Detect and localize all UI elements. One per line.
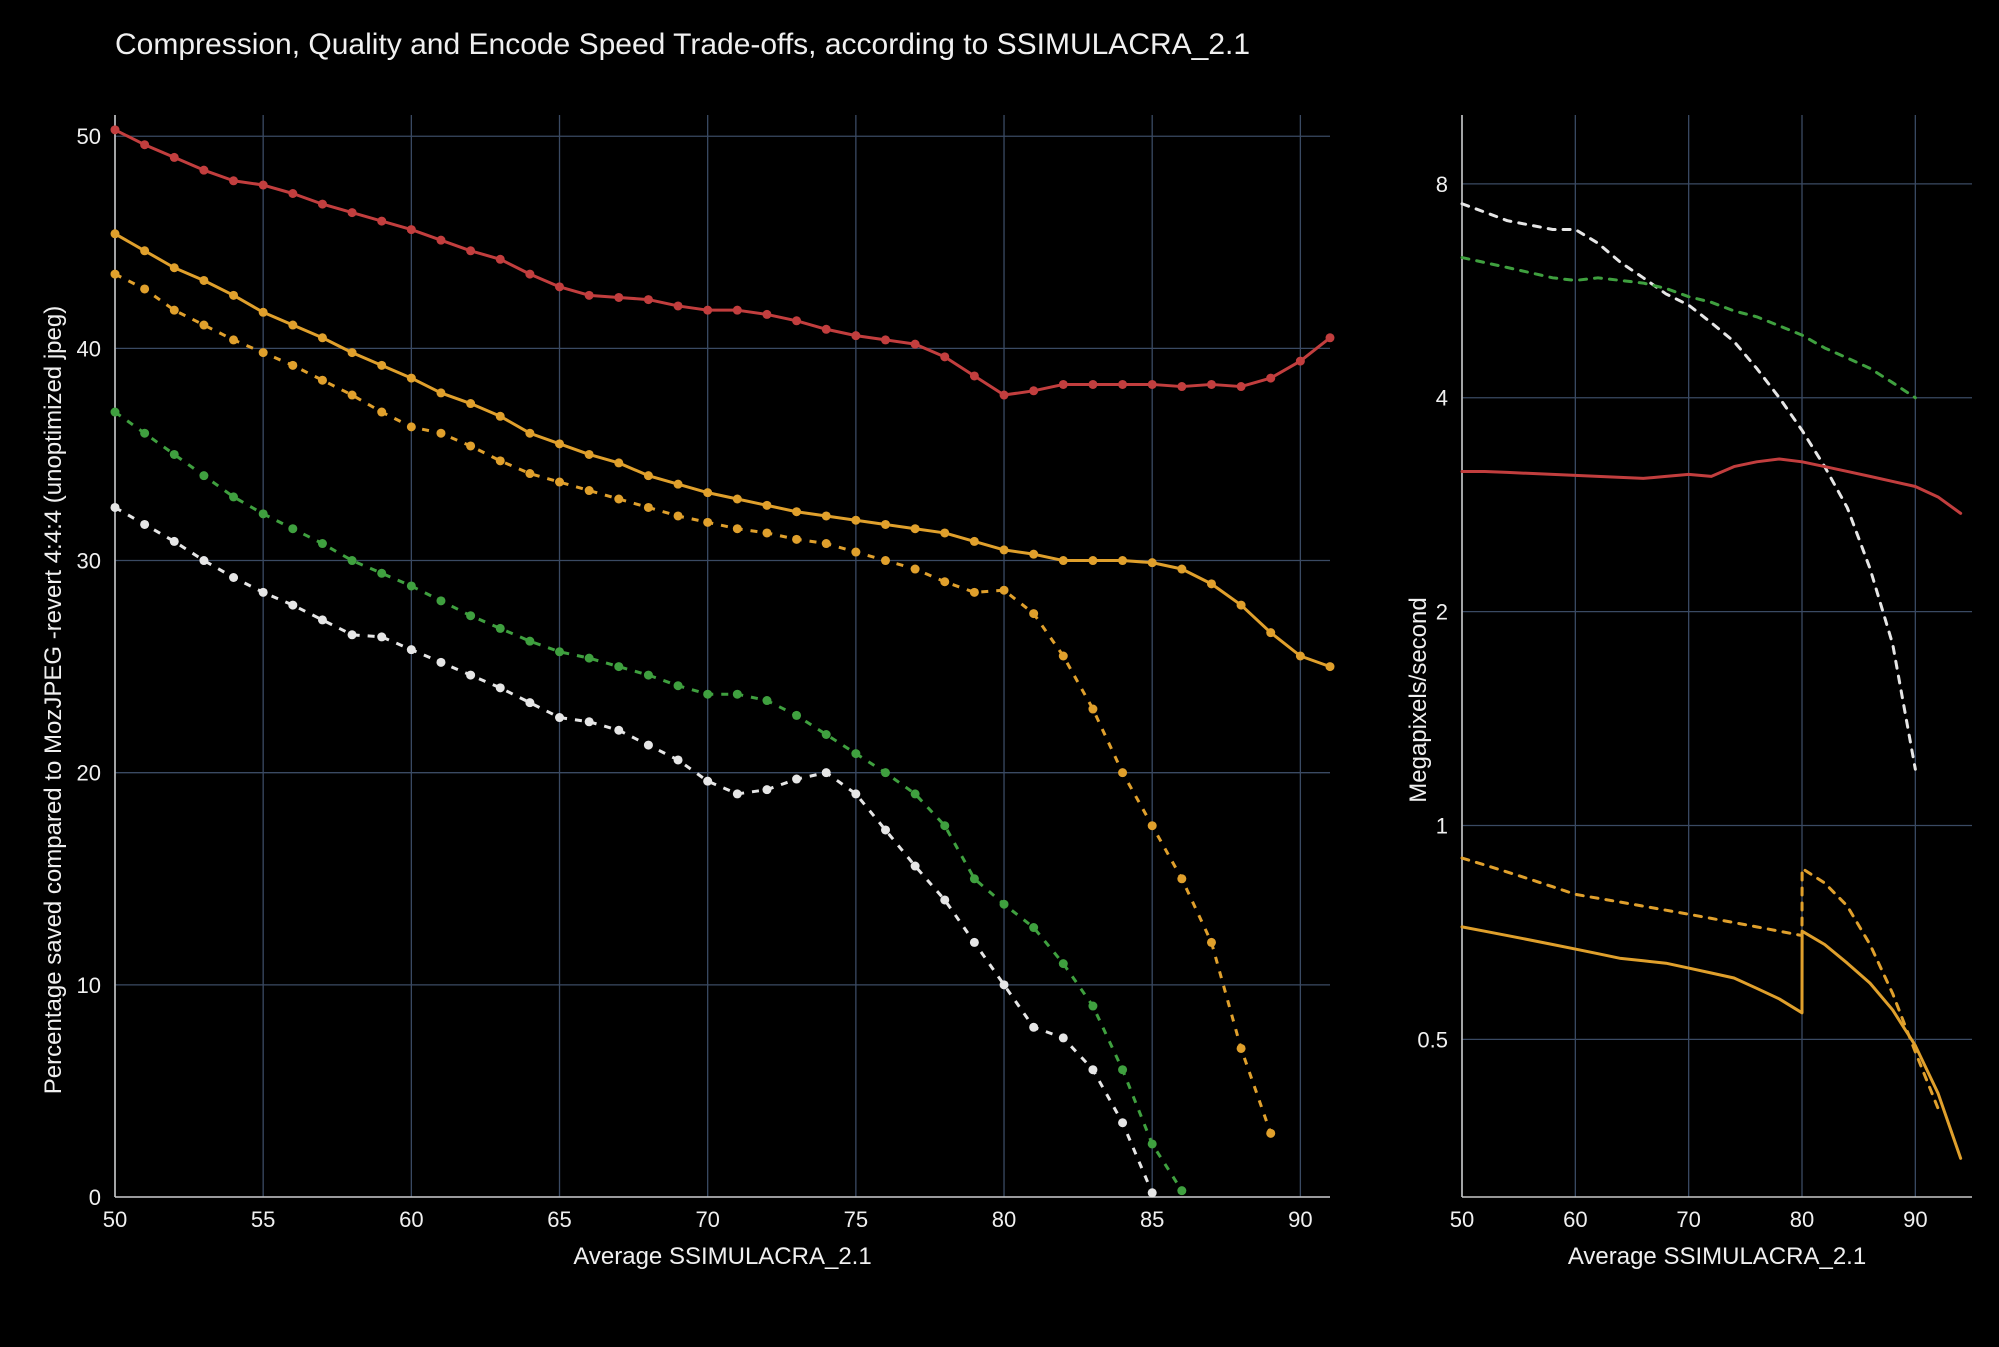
svg-text:0: 0 xyxy=(89,1185,101,1210)
svg-text:55: 55 xyxy=(251,1207,275,1232)
chart-title: Compression, Quality and Encode Speed Tr… xyxy=(115,28,1250,62)
svg-text:85: 85 xyxy=(1140,1207,1164,1232)
svg-text:75: 75 xyxy=(844,1207,868,1232)
svg-text:50: 50 xyxy=(77,124,101,149)
svg-text:2: 2 xyxy=(1436,600,1448,625)
right-chart: 50 60 70 80 90 0.5 1 2 4 8 xyxy=(1402,95,1999,1297)
svg-text:60: 60 xyxy=(399,1207,423,1232)
left-xlabel: Average SSIMULACRA_2.1 xyxy=(115,1243,1330,1271)
svg-text:90: 90 xyxy=(1903,1207,1927,1232)
svg-text:20: 20 xyxy=(77,761,101,786)
svg-text:80: 80 xyxy=(1790,1207,1814,1232)
svg-text:70: 70 xyxy=(1676,1207,1700,1232)
svg-text:90: 90 xyxy=(1288,1207,1312,1232)
svg-text:80: 80 xyxy=(992,1207,1016,1232)
svg-text:60: 60 xyxy=(1563,1207,1587,1232)
svg-text:4: 4 xyxy=(1436,386,1448,411)
svg-text:0.5: 0.5 xyxy=(1417,1027,1448,1052)
left-chart: 50 55 60 65 70 75 80 85 90 0 10 20 30 40 50 xyxy=(55,95,1390,1297)
svg-text:1: 1 xyxy=(1436,813,1448,838)
right-xlabel: Average SSIMULACRA_2.1 xyxy=(1462,1243,1972,1271)
svg-text:30: 30 xyxy=(77,549,101,574)
svg-text:40: 40 xyxy=(77,336,101,361)
svg-text:50: 50 xyxy=(1450,1207,1474,1232)
svg-text:65: 65 xyxy=(547,1207,571,1232)
svg-text:10: 10 xyxy=(77,973,101,998)
svg-text:70: 70 xyxy=(695,1207,719,1232)
svg-text:8: 8 xyxy=(1436,172,1448,197)
svg-text:50: 50 xyxy=(103,1207,127,1232)
